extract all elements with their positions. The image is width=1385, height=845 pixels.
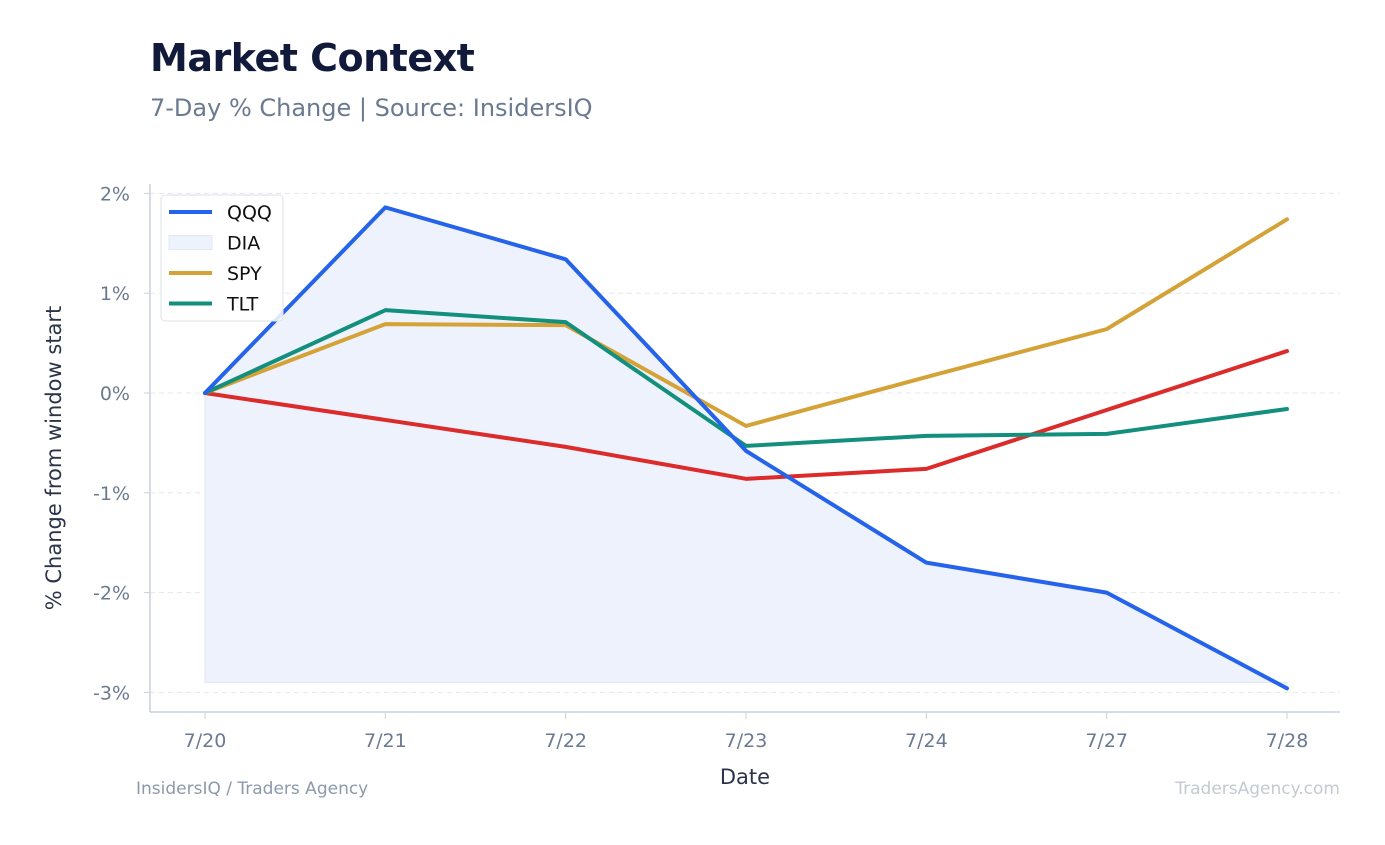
x-tick-label: 7/21 (364, 730, 407, 752)
x-tick-label: 7/24 (905, 730, 948, 752)
legend: QQQ DIA SPY TLT (160, 194, 284, 322)
series-line-dc2b2b (203, 349, 1289, 481)
legend-label-qqq: QQQ (227, 202, 272, 224)
y-tick-label: 1% (100, 283, 130, 305)
footer-site: TradersAgency.com (1175, 779, 1340, 799)
legend-label-spy: SPY (227, 263, 262, 285)
x-tick-label: 7/22 (544, 730, 587, 752)
x-tick-label: 7/27 (1085, 730, 1128, 752)
series-line-qqq (203, 205, 1289, 691)
y-tick-label: 2% (100, 183, 130, 205)
chart-title: Market Context (150, 36, 475, 80)
chart-subtitle: 7-Day % Change | Source: InsidersIQ (150, 94, 593, 122)
x-tick-label: 7/20 (184, 730, 227, 752)
legend-box (160, 194, 284, 322)
series-line-tlt (203, 308, 1289, 448)
footer-credit: InsidersIQ / Traders Agency (136, 779, 369, 799)
y-axis-title: % Change from window start (42, 306, 66, 611)
y-tick-label: -1% (93, 483, 130, 505)
legend-label-dia: DIA (227, 233, 260, 255)
y-tick-label: -3% (93, 682, 130, 704)
y-tick-label: 0% (100, 383, 130, 405)
y-tick-label: -2% (93, 583, 130, 605)
axes: 2% 1% 0% -1% -2% -3% 7/20 7/21 7/22 7/23 7/24 7/27 7… (42, 183, 1340, 789)
x-tick-label: 7/23 (725, 730, 768, 752)
legend-swatch-dia (168, 235, 213, 250)
series-line-spy (203, 217, 1289, 428)
series-layer (203, 205, 1289, 691)
x-axis-title: Date (720, 765, 770, 789)
x-tick-label: 7/28 (1266, 730, 1309, 752)
legend-label-tlt: TLT (226, 294, 259, 316)
